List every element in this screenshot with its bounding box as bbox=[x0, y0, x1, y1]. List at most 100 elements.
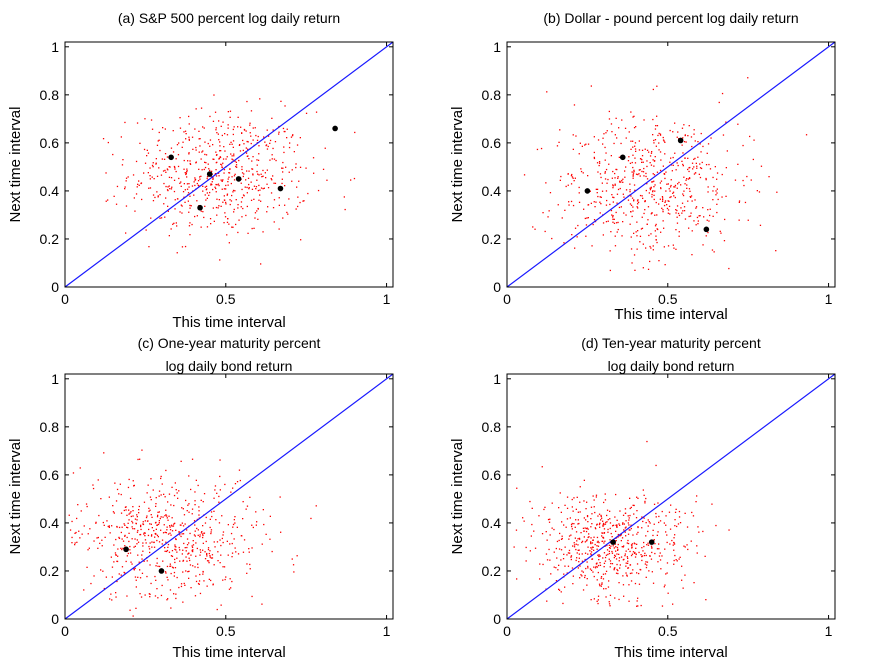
scatter-point bbox=[180, 460, 182, 462]
scatter-point bbox=[132, 615, 134, 617]
scatter-point bbox=[602, 143, 604, 145]
scatter-point bbox=[665, 190, 667, 192]
scatter-point bbox=[626, 574, 628, 576]
scatter-point bbox=[658, 515, 660, 518]
scatter-point bbox=[571, 525, 573, 528]
scatter-point bbox=[639, 235, 642, 237]
scatter-point bbox=[684, 157, 686, 159]
scatter-point bbox=[200, 499, 202, 501]
scatter-point bbox=[155, 162, 157, 164]
scatter-point bbox=[148, 528, 150, 531]
scatter-point bbox=[626, 542, 628, 544]
scatter-point bbox=[722, 134, 725, 136]
scatter-point bbox=[240, 206, 242, 208]
scatter-point bbox=[635, 517, 638, 519]
scatter-point bbox=[197, 529, 199, 531]
scatter-point bbox=[615, 546, 617, 548]
scatter-point bbox=[630, 204, 633, 206]
scatter-point bbox=[214, 485, 217, 487]
scatter-point bbox=[170, 555, 173, 557]
scatter-point bbox=[590, 85, 592, 87]
scatter-point bbox=[286, 128, 288, 130]
scatter-point bbox=[647, 206, 650, 208]
scatter-point bbox=[156, 562, 158, 564]
scatter-point bbox=[188, 552, 190, 554]
scatter-point bbox=[173, 571, 176, 574]
scatter-point bbox=[617, 543, 619, 546]
scatter-point bbox=[575, 135, 577, 137]
scatter-point bbox=[642, 243, 644, 245]
scatter-point bbox=[250, 142, 252, 145]
scatter-point bbox=[659, 169, 662, 172]
scatter-point bbox=[116, 488, 119, 491]
scatter-point bbox=[179, 211, 181, 213]
scatter-point bbox=[641, 170, 643, 173]
scatter-point bbox=[69, 529, 72, 531]
scatter-point bbox=[184, 189, 186, 191]
scatter-point bbox=[302, 200, 304, 202]
scatter-point bbox=[572, 545, 574, 547]
scatter-point bbox=[601, 583, 603, 585]
scatter-point bbox=[134, 576, 137, 578]
scatter-point bbox=[256, 210, 258, 212]
scatter-point bbox=[163, 203, 165, 205]
scatter-point bbox=[132, 515, 134, 517]
scatter-point bbox=[589, 190, 591, 192]
scatter-point bbox=[224, 483, 226, 486]
scatter-point bbox=[641, 516, 643, 518]
scatter-point bbox=[619, 564, 621, 566]
scatter-point bbox=[597, 195, 599, 198]
scatter-point bbox=[189, 564, 192, 566]
highlighted-point bbox=[619, 154, 626, 161]
scatter-point bbox=[566, 518, 569, 520]
scatter-point bbox=[245, 147, 247, 149]
scatter-point bbox=[213, 158, 215, 160]
scatter-point bbox=[188, 152, 190, 154]
scatter-point bbox=[218, 120, 220, 122]
scatter-point bbox=[232, 226, 234, 228]
scatter-point bbox=[150, 499, 152, 501]
scatter-point bbox=[206, 553, 208, 556]
scatter-point bbox=[105, 200, 107, 202]
x-tick-label: 0 bbox=[61, 623, 69, 639]
scatter-point bbox=[209, 526, 211, 529]
scatter-point bbox=[513, 546, 515, 548]
scatter-point bbox=[141, 554, 143, 556]
scatter-point bbox=[166, 517, 168, 519]
scatter-point bbox=[643, 175, 645, 177]
scatter-point bbox=[181, 246, 184, 248]
scatter-point bbox=[599, 585, 601, 587]
scatter-point bbox=[124, 186, 126, 188]
scatter-point bbox=[205, 185, 208, 187]
scatter-point bbox=[631, 572, 633, 574]
scatter-point bbox=[116, 580, 118, 583]
highlighted-point bbox=[610, 539, 616, 545]
scatter-point bbox=[188, 186, 190, 188]
scatter-point bbox=[151, 176, 153, 178]
scatter-point bbox=[738, 201, 740, 203]
scatter-point bbox=[161, 543, 163, 545]
scatter-point bbox=[617, 569, 619, 572]
scatter-point bbox=[625, 572, 627, 574]
scatter-point bbox=[672, 164, 674, 166]
scatter-point bbox=[222, 162, 224, 164]
scatter-point bbox=[182, 560, 184, 562]
scatter-point bbox=[164, 531, 166, 533]
scatter-point bbox=[635, 553, 637, 555]
scatter-point bbox=[107, 525, 109, 528]
scatter-point bbox=[612, 187, 614, 189]
scatter-point bbox=[608, 603, 611, 605]
scatter-point bbox=[125, 509, 127, 511]
scatter-point bbox=[577, 549, 579, 551]
scatter-point bbox=[219, 562, 221, 564]
scatter-point bbox=[137, 541, 140, 543]
scatter-point bbox=[696, 552, 698, 554]
scatter-point bbox=[582, 589, 585, 591]
scatter-point bbox=[548, 521, 551, 523]
scatter-point bbox=[219, 141, 221, 143]
scatter-point bbox=[676, 560, 678, 562]
scatter-point bbox=[683, 124, 685, 126]
scatter-point bbox=[776, 191, 778, 193]
scatter-point bbox=[631, 262, 633, 264]
scatter-point bbox=[213, 541, 215, 543]
